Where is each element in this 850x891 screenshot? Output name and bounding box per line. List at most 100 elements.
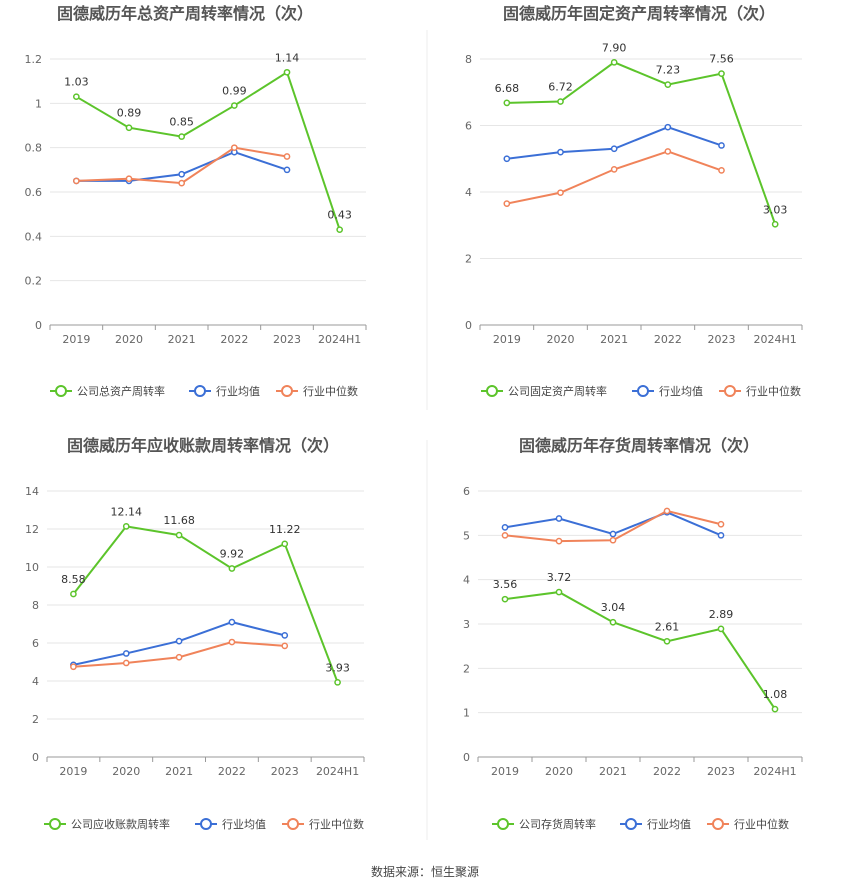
x-tick-label: 2024H1 bbox=[753, 765, 796, 778]
legend-item-median[interactable]: 行业中位数 bbox=[707, 817, 789, 831]
data-point-avg bbox=[281, 632, 289, 639]
legend-label: 行业均值 bbox=[659, 385, 703, 398]
legend-marker-icon bbox=[724, 385, 736, 397]
data-point-median bbox=[230, 144, 238, 152]
data-point-median bbox=[175, 653, 183, 661]
data-point-avg bbox=[557, 148, 564, 156]
data-point-company bbox=[557, 98, 564, 105]
x-tick-label: 2019 bbox=[493, 333, 521, 346]
y-tick-label: 10 bbox=[25, 561, 39, 574]
data-label: 6.72 bbox=[548, 81, 573, 94]
data-label: 11.22 bbox=[269, 523, 301, 536]
legend-item-company[interactable]: 公司应收账款周转率 bbox=[44, 817, 170, 831]
data-point-median bbox=[555, 537, 563, 545]
legend-item-median[interactable]: 行业中位数 bbox=[282, 817, 364, 831]
series-line-company bbox=[506, 61, 777, 225]
data-point-avg bbox=[503, 155, 511, 163]
y-tick-label: 0.6 bbox=[25, 186, 43, 199]
data-point-median bbox=[72, 177, 80, 185]
data-point-company bbox=[70, 590, 77, 598]
chart-title: 固德威历年应收账款周转率情况（次） bbox=[67, 436, 339, 455]
legend-item-company[interactable]: 公司固定资产周转率 bbox=[481, 384, 607, 398]
y-tick-label: 8 bbox=[465, 53, 472, 66]
legend-item-company[interactable]: 公司存货周转率 bbox=[492, 817, 596, 831]
data-label: 7.90 bbox=[602, 41, 627, 54]
y-tick-label: 8 bbox=[32, 599, 39, 612]
data-point-avg bbox=[718, 142, 725, 149]
legend-label: 行业均值 bbox=[647, 818, 691, 831]
data-point-avg bbox=[283, 166, 291, 174]
data-label: 1.14 bbox=[275, 51, 300, 64]
x-tick-label: 2023 bbox=[707, 765, 735, 778]
legend-item-avg[interactable]: 行业均值 bbox=[195, 818, 266, 831]
data-point-company bbox=[664, 81, 672, 88]
series-line-company bbox=[504, 591, 776, 710]
chart-title: 固德威历年固定资产周转率情况（次） bbox=[503, 4, 775, 23]
legend-marker-icon bbox=[625, 818, 637, 830]
legend-label: 行业中位数 bbox=[746, 384, 801, 398]
data-point-avg bbox=[178, 170, 186, 178]
data-label: 3.03 bbox=[763, 203, 788, 216]
chart-panel: 固德威历年总资产周转率情况（次） 0 0.2 0.4 0.6 0.8 1 1.2 2019 202… bbox=[25, 4, 367, 398]
y-tick-label: 0 bbox=[463, 751, 470, 764]
data-label: 2.89 bbox=[709, 608, 734, 621]
data-point-median bbox=[718, 167, 725, 174]
legend-marker-icon bbox=[497, 818, 509, 830]
y-tick-label: 0.4 bbox=[25, 230, 43, 243]
data-point-company bbox=[230, 102, 238, 109]
x-tick-label: 2024H1 bbox=[754, 333, 797, 346]
data-point-median bbox=[610, 166, 618, 173]
data-point-median bbox=[122, 659, 130, 667]
chart-panel: 固德威历年固定资产周转率情况（次） 0 2 4 6 8 2019 2020 2021 2022 20… bbox=[465, 4, 803, 398]
data-point-median bbox=[281, 642, 289, 650]
x-tick-label: 2024H1 bbox=[316, 765, 359, 778]
y-tick-label: 6 bbox=[32, 637, 39, 650]
data-point-company bbox=[718, 70, 725, 77]
data-label: 3.56 bbox=[493, 578, 518, 591]
data-label: 8.58 bbox=[61, 573, 86, 586]
legend-item-avg[interactable]: 行业均值 bbox=[632, 385, 703, 398]
data-point-avg bbox=[501, 524, 509, 531]
data-label: 9.92 bbox=[220, 548, 245, 561]
legend-label: 公司固定资产周转率 bbox=[508, 384, 607, 398]
legend-item-avg[interactable]: 行业均值 bbox=[620, 818, 691, 831]
legend-marker-icon bbox=[712, 818, 724, 830]
x-tick-label: 2022 bbox=[654, 333, 682, 346]
data-point-company bbox=[503, 99, 511, 107]
data-label: 6.68 bbox=[495, 82, 520, 95]
x-tick-label: 2021 bbox=[165, 765, 193, 778]
data-point-avg bbox=[228, 618, 236, 626]
chart-panel: 固德威历年存货周转率情况（次） 0 1 2 3 4 5 6 2019 2020 2021 2022 20… bbox=[463, 436, 803, 831]
source-note: 数据来源：恒生聚源 bbox=[371, 864, 479, 879]
data-label: 3.04 bbox=[601, 601, 626, 614]
x-tick-label: 2021 bbox=[168, 333, 196, 346]
legend-marker-icon bbox=[200, 818, 212, 830]
series-line-company bbox=[75, 70, 341, 231]
legend-item-median[interactable]: 行业中位数 bbox=[719, 384, 801, 398]
legend-label: 行业均值 bbox=[216, 385, 260, 398]
legend-item-avg[interactable]: 行业均值 bbox=[189, 385, 260, 398]
series-line-avg bbox=[506, 126, 722, 160]
data-label: 3.72 bbox=[547, 571, 572, 584]
legend-item-company[interactable]: 公司总资产周转率 bbox=[50, 384, 165, 398]
x-tick-label: 2020 bbox=[545, 765, 573, 778]
legend-marker-icon bbox=[55, 385, 67, 397]
data-point-median bbox=[663, 507, 671, 515]
x-tick-label: 2020 bbox=[112, 765, 140, 778]
data-point-median bbox=[609, 536, 617, 544]
data-label: 0.89 bbox=[117, 107, 142, 120]
legend-item-median[interactable]: 行业中位数 bbox=[276, 384, 358, 398]
legend-label: 行业中位数 bbox=[309, 817, 364, 831]
legend-marker-icon bbox=[194, 385, 206, 397]
x-tick-label: 2021 bbox=[600, 333, 628, 346]
y-tick-label: 5 bbox=[463, 529, 470, 542]
data-label: 7.56 bbox=[709, 53, 734, 66]
data-point-avg bbox=[664, 123, 672, 131]
data-label: 3.93 bbox=[325, 661, 350, 674]
data-point-company bbox=[663, 637, 671, 645]
data-point-median bbox=[178, 179, 186, 187]
data-point-company bbox=[501, 595, 509, 603]
legend-marker-icon bbox=[49, 818, 61, 830]
legend-marker-icon bbox=[637, 385, 649, 397]
